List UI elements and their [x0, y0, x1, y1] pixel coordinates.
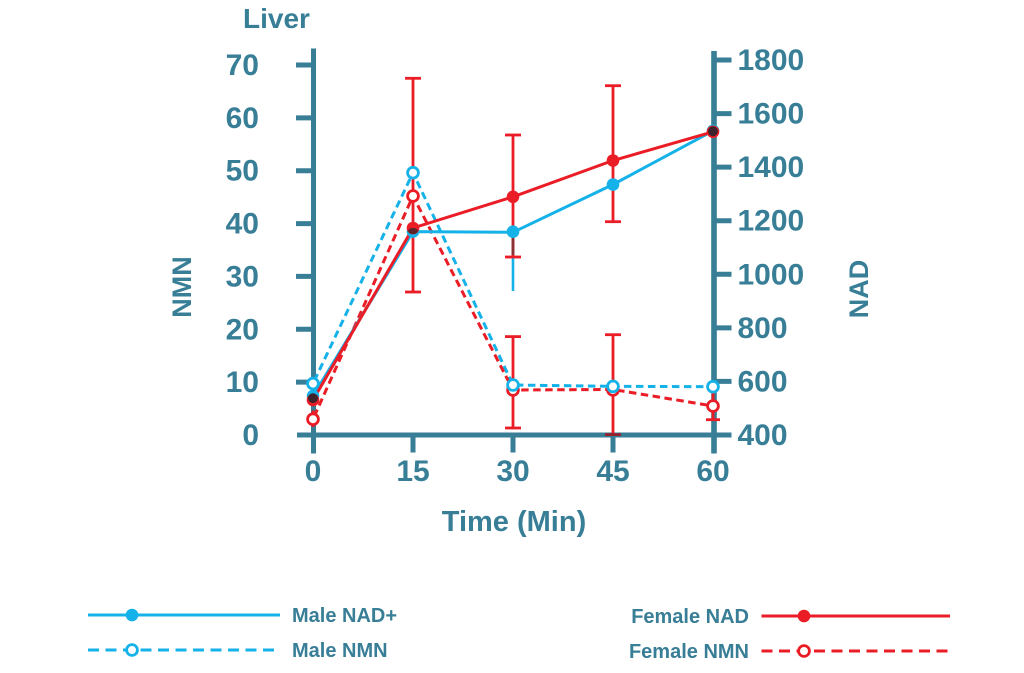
svg-text:Time (Min): Time (Min) [442, 506, 586, 538]
svg-text:30: 30 [496, 455, 529, 488]
svg-text:1600: 1600 [738, 98, 805, 131]
svg-text:0: 0 [242, 419, 259, 452]
svg-text:Liver: Liver [243, 3, 310, 34]
svg-text:15: 15 [396, 455, 429, 488]
svg-text:NMN: NMN [167, 256, 197, 318]
svg-text:400: 400 [738, 419, 788, 452]
svg-text:NAD: NAD [844, 260, 874, 319]
svg-text:1000: 1000 [738, 258, 805, 291]
svg-text:60: 60 [226, 102, 259, 135]
svg-text:Male NAD+: Male NAD+ [292, 605, 397, 627]
svg-text:40: 40 [226, 208, 259, 241]
svg-text:50: 50 [226, 155, 259, 188]
svg-text:0: 0 [305, 455, 322, 488]
svg-text:30: 30 [226, 260, 259, 293]
svg-text:800: 800 [738, 312, 788, 345]
svg-text:Female NAD: Female NAD [631, 606, 749, 628]
svg-text:60: 60 [696, 455, 729, 488]
svg-text:Male NMN: Male NMN [292, 640, 388, 662]
svg-text:10: 10 [226, 366, 259, 399]
svg-text:1800: 1800 [738, 44, 805, 77]
svg-text:20: 20 [226, 313, 259, 346]
svg-text:Female NMN: Female NMN [629, 641, 749, 663]
svg-text:45: 45 [596, 455, 629, 488]
svg-text:70: 70 [226, 49, 259, 82]
svg-text:1400: 1400 [738, 151, 805, 184]
svg-text:1200: 1200 [738, 205, 805, 238]
svg-text:600: 600 [738, 365, 788, 398]
